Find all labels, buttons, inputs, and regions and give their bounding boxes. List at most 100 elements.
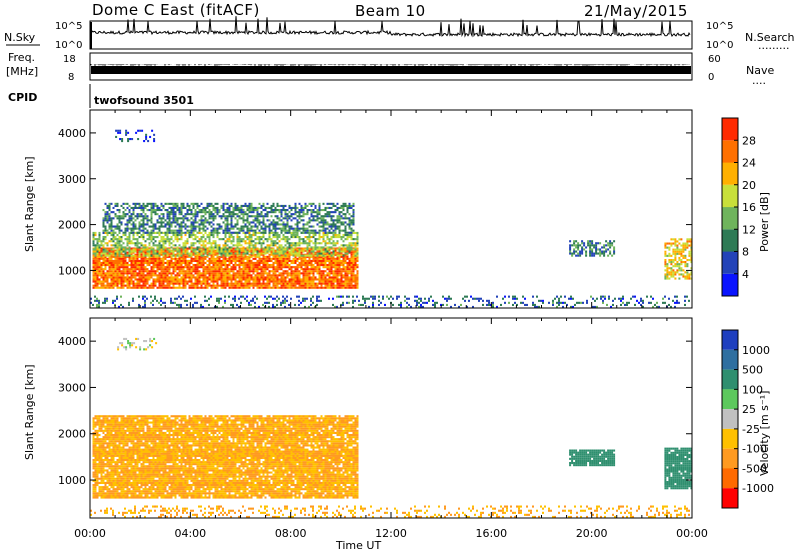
data-cell bbox=[350, 284, 353, 287]
data-cell bbox=[575, 244, 578, 247]
data-cell bbox=[102, 259, 105, 262]
data-cell bbox=[296, 278, 299, 281]
data-cell bbox=[330, 219, 333, 222]
data-cell bbox=[332, 252, 335, 255]
data-cell bbox=[246, 299, 248, 302]
data-cell bbox=[244, 274, 247, 277]
data-cell bbox=[268, 234, 271, 237]
data-cell bbox=[114, 255, 117, 258]
data-cell bbox=[206, 286, 209, 289]
data-cell bbox=[246, 227, 249, 230]
data-cell bbox=[324, 257, 327, 260]
data-cell bbox=[178, 225, 181, 228]
data-cell bbox=[100, 268, 103, 271]
data-cell bbox=[314, 276, 317, 279]
data-cell bbox=[354, 242, 357, 245]
data-cell bbox=[244, 264, 247, 267]
data-cell bbox=[322, 282, 325, 285]
data-cell bbox=[272, 257, 275, 260]
data-cell bbox=[356, 274, 359, 277]
data-cell bbox=[146, 221, 149, 224]
data-cell bbox=[672, 248, 675, 251]
data-cell bbox=[682, 269, 685, 272]
data-cell bbox=[296, 274, 299, 277]
data-cell bbox=[248, 221, 251, 224]
data-cell bbox=[144, 215, 147, 218]
data-cell bbox=[116, 240, 119, 243]
data-cell bbox=[112, 248, 115, 251]
data-cell bbox=[256, 219, 259, 222]
data-cell bbox=[595, 252, 598, 255]
data-cell bbox=[158, 206, 161, 209]
data-cell bbox=[176, 254, 179, 257]
data-cell bbox=[136, 286, 139, 289]
data-cell bbox=[150, 206, 153, 209]
data-cell bbox=[214, 259, 217, 262]
data-cell bbox=[286, 272, 289, 275]
data-cell bbox=[186, 240, 189, 243]
data-cell bbox=[184, 257, 187, 260]
data-cell bbox=[102, 229, 105, 232]
data-cell bbox=[108, 276, 111, 279]
data-cell bbox=[178, 270, 181, 273]
data-cell bbox=[573, 240, 576, 243]
data-cell bbox=[192, 215, 195, 218]
data-cell bbox=[218, 266, 221, 269]
data-cell bbox=[292, 274, 295, 277]
data-cell bbox=[348, 272, 351, 275]
data-cell bbox=[264, 225, 267, 228]
data-cell bbox=[688, 240, 691, 243]
data-cell bbox=[310, 266, 313, 269]
data-cell bbox=[162, 215, 165, 218]
data-cell bbox=[312, 250, 315, 253]
data-cell bbox=[300, 227, 303, 230]
data-cell bbox=[206, 249, 209, 252]
data-cell bbox=[682, 248, 685, 251]
data-cell bbox=[266, 266, 269, 269]
data-cell bbox=[352, 219, 355, 222]
data-cell bbox=[116, 253, 119, 256]
data-cell bbox=[260, 206, 263, 209]
data-cell bbox=[192, 286, 195, 289]
data-cell bbox=[118, 246, 121, 249]
data-cell bbox=[126, 219, 129, 222]
data-cell bbox=[262, 248, 265, 251]
data-cell bbox=[304, 274, 307, 277]
data-cell bbox=[188, 225, 191, 228]
data-cell bbox=[162, 274, 165, 277]
data-cell bbox=[336, 209, 339, 212]
data-cell bbox=[188, 274, 191, 277]
data-cell bbox=[248, 236, 251, 239]
data-cell bbox=[290, 253, 293, 256]
data-cell bbox=[316, 257, 319, 260]
data-cell bbox=[192, 206, 195, 209]
data-cell bbox=[266, 215, 269, 218]
data-cell bbox=[336, 282, 339, 285]
data-cell bbox=[312, 236, 315, 239]
data-cell bbox=[130, 272, 133, 275]
data-cell bbox=[312, 259, 315, 262]
data-cell bbox=[98, 264, 101, 267]
data-cell bbox=[613, 252, 616, 255]
data-cell bbox=[202, 257, 205, 260]
data-cell bbox=[156, 261, 159, 264]
data-cell bbox=[110, 282, 113, 285]
data-cell bbox=[142, 246, 145, 249]
data-cell bbox=[268, 259, 271, 262]
data-cell bbox=[126, 272, 129, 275]
data-cell bbox=[182, 255, 185, 258]
data-cell bbox=[108, 223, 111, 226]
data-cell bbox=[122, 231, 125, 234]
data-cell bbox=[120, 295, 122, 298]
data-cell bbox=[270, 252, 273, 255]
data-cell bbox=[312, 266, 315, 269]
data-cell bbox=[292, 252, 295, 255]
data-cell bbox=[242, 264, 245, 267]
data-cell bbox=[186, 280, 189, 283]
data-cell bbox=[178, 227, 181, 230]
data-cell bbox=[144, 278, 147, 281]
data-cell bbox=[180, 276, 183, 279]
data-cell bbox=[664, 252, 667, 255]
data-cell bbox=[154, 264, 157, 267]
data-cell bbox=[224, 202, 227, 205]
